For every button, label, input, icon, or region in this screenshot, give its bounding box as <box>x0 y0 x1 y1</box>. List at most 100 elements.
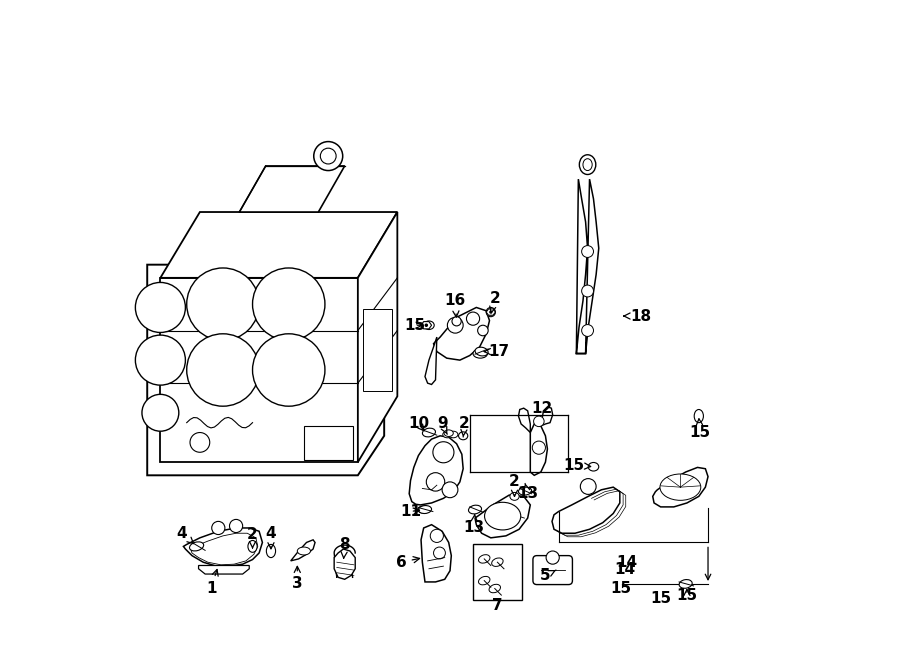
Text: 16: 16 <box>445 293 466 317</box>
Text: 1: 1 <box>206 570 218 596</box>
Ellipse shape <box>266 545 275 558</box>
Polygon shape <box>421 525 451 582</box>
Ellipse shape <box>297 547 310 555</box>
Circle shape <box>478 325 488 336</box>
Text: 17: 17 <box>484 344 509 359</box>
Circle shape <box>546 551 559 564</box>
Ellipse shape <box>443 431 452 438</box>
Circle shape <box>442 482 458 498</box>
Circle shape <box>212 522 225 535</box>
Text: 15: 15 <box>689 418 711 440</box>
Circle shape <box>320 148 336 164</box>
Ellipse shape <box>418 506 432 514</box>
Polygon shape <box>434 307 490 360</box>
Text: 15: 15 <box>650 591 671 606</box>
Polygon shape <box>652 467 708 507</box>
Ellipse shape <box>479 576 490 585</box>
Text: 15: 15 <box>404 318 425 332</box>
Text: 13: 13 <box>464 515 484 535</box>
Text: 7: 7 <box>492 598 503 613</box>
Circle shape <box>135 335 185 385</box>
Polygon shape <box>486 309 495 315</box>
Ellipse shape <box>469 505 482 514</box>
Text: 15: 15 <box>677 588 698 603</box>
Ellipse shape <box>422 428 436 437</box>
Text: 11: 11 <box>400 504 421 519</box>
Ellipse shape <box>449 431 458 438</box>
Ellipse shape <box>473 349 488 358</box>
Circle shape <box>534 416 544 426</box>
Circle shape <box>426 324 428 327</box>
Circle shape <box>580 479 596 494</box>
Circle shape <box>314 141 343 171</box>
Text: 2: 2 <box>248 527 258 548</box>
Circle shape <box>581 246 593 257</box>
Circle shape <box>186 268 259 340</box>
Ellipse shape <box>491 558 503 566</box>
Text: 15: 15 <box>563 458 590 473</box>
Ellipse shape <box>660 474 701 500</box>
Text: 2: 2 <box>490 292 500 313</box>
Ellipse shape <box>518 487 532 495</box>
Text: 14: 14 <box>614 563 635 577</box>
Ellipse shape <box>489 584 500 593</box>
Text: 3: 3 <box>292 566 302 592</box>
Circle shape <box>581 285 593 297</box>
Text: 2: 2 <box>459 416 470 437</box>
Ellipse shape <box>475 347 488 356</box>
Ellipse shape <box>479 555 490 563</box>
Circle shape <box>135 282 185 332</box>
Ellipse shape <box>459 432 468 440</box>
Polygon shape <box>410 436 464 505</box>
Polygon shape <box>421 322 432 329</box>
Text: 13: 13 <box>518 483 538 501</box>
Bar <box>473 545 522 600</box>
Polygon shape <box>160 278 358 462</box>
Ellipse shape <box>583 159 592 171</box>
Polygon shape <box>160 212 397 278</box>
FancyBboxPatch shape <box>533 556 572 584</box>
Text: 4: 4 <box>266 525 276 549</box>
Text: 15: 15 <box>610 581 632 596</box>
Text: 18: 18 <box>624 309 652 323</box>
Ellipse shape <box>424 321 434 330</box>
Polygon shape <box>576 179 598 354</box>
Polygon shape <box>358 212 397 462</box>
Circle shape <box>230 520 243 533</box>
Text: 5: 5 <box>540 568 556 583</box>
Polygon shape <box>334 549 356 579</box>
Text: 14: 14 <box>616 555 637 570</box>
Text: 10: 10 <box>408 416 429 432</box>
Text: 8: 8 <box>339 537 350 558</box>
Ellipse shape <box>484 502 521 530</box>
Polygon shape <box>530 424 547 475</box>
Ellipse shape <box>680 580 692 588</box>
Text: 9: 9 <box>436 416 447 434</box>
Ellipse shape <box>452 317 461 326</box>
Ellipse shape <box>589 463 598 471</box>
Circle shape <box>253 334 325 407</box>
Circle shape <box>434 547 446 559</box>
Circle shape <box>532 441 545 454</box>
Polygon shape <box>291 540 315 561</box>
Circle shape <box>427 473 445 491</box>
Text: 6: 6 <box>396 555 419 570</box>
Polygon shape <box>475 495 530 538</box>
Ellipse shape <box>694 409 704 422</box>
Ellipse shape <box>580 155 596 175</box>
Circle shape <box>142 395 179 431</box>
Circle shape <box>581 325 593 336</box>
Text: 2: 2 <box>509 475 520 496</box>
Circle shape <box>466 312 480 325</box>
Ellipse shape <box>510 492 519 500</box>
Ellipse shape <box>418 506 429 513</box>
Polygon shape <box>239 166 345 212</box>
Circle shape <box>253 268 325 340</box>
Polygon shape <box>518 408 530 432</box>
Polygon shape <box>425 337 436 385</box>
Ellipse shape <box>190 542 203 551</box>
Circle shape <box>433 442 454 463</box>
Ellipse shape <box>248 541 257 553</box>
Polygon shape <box>199 565 249 574</box>
Polygon shape <box>184 528 263 566</box>
